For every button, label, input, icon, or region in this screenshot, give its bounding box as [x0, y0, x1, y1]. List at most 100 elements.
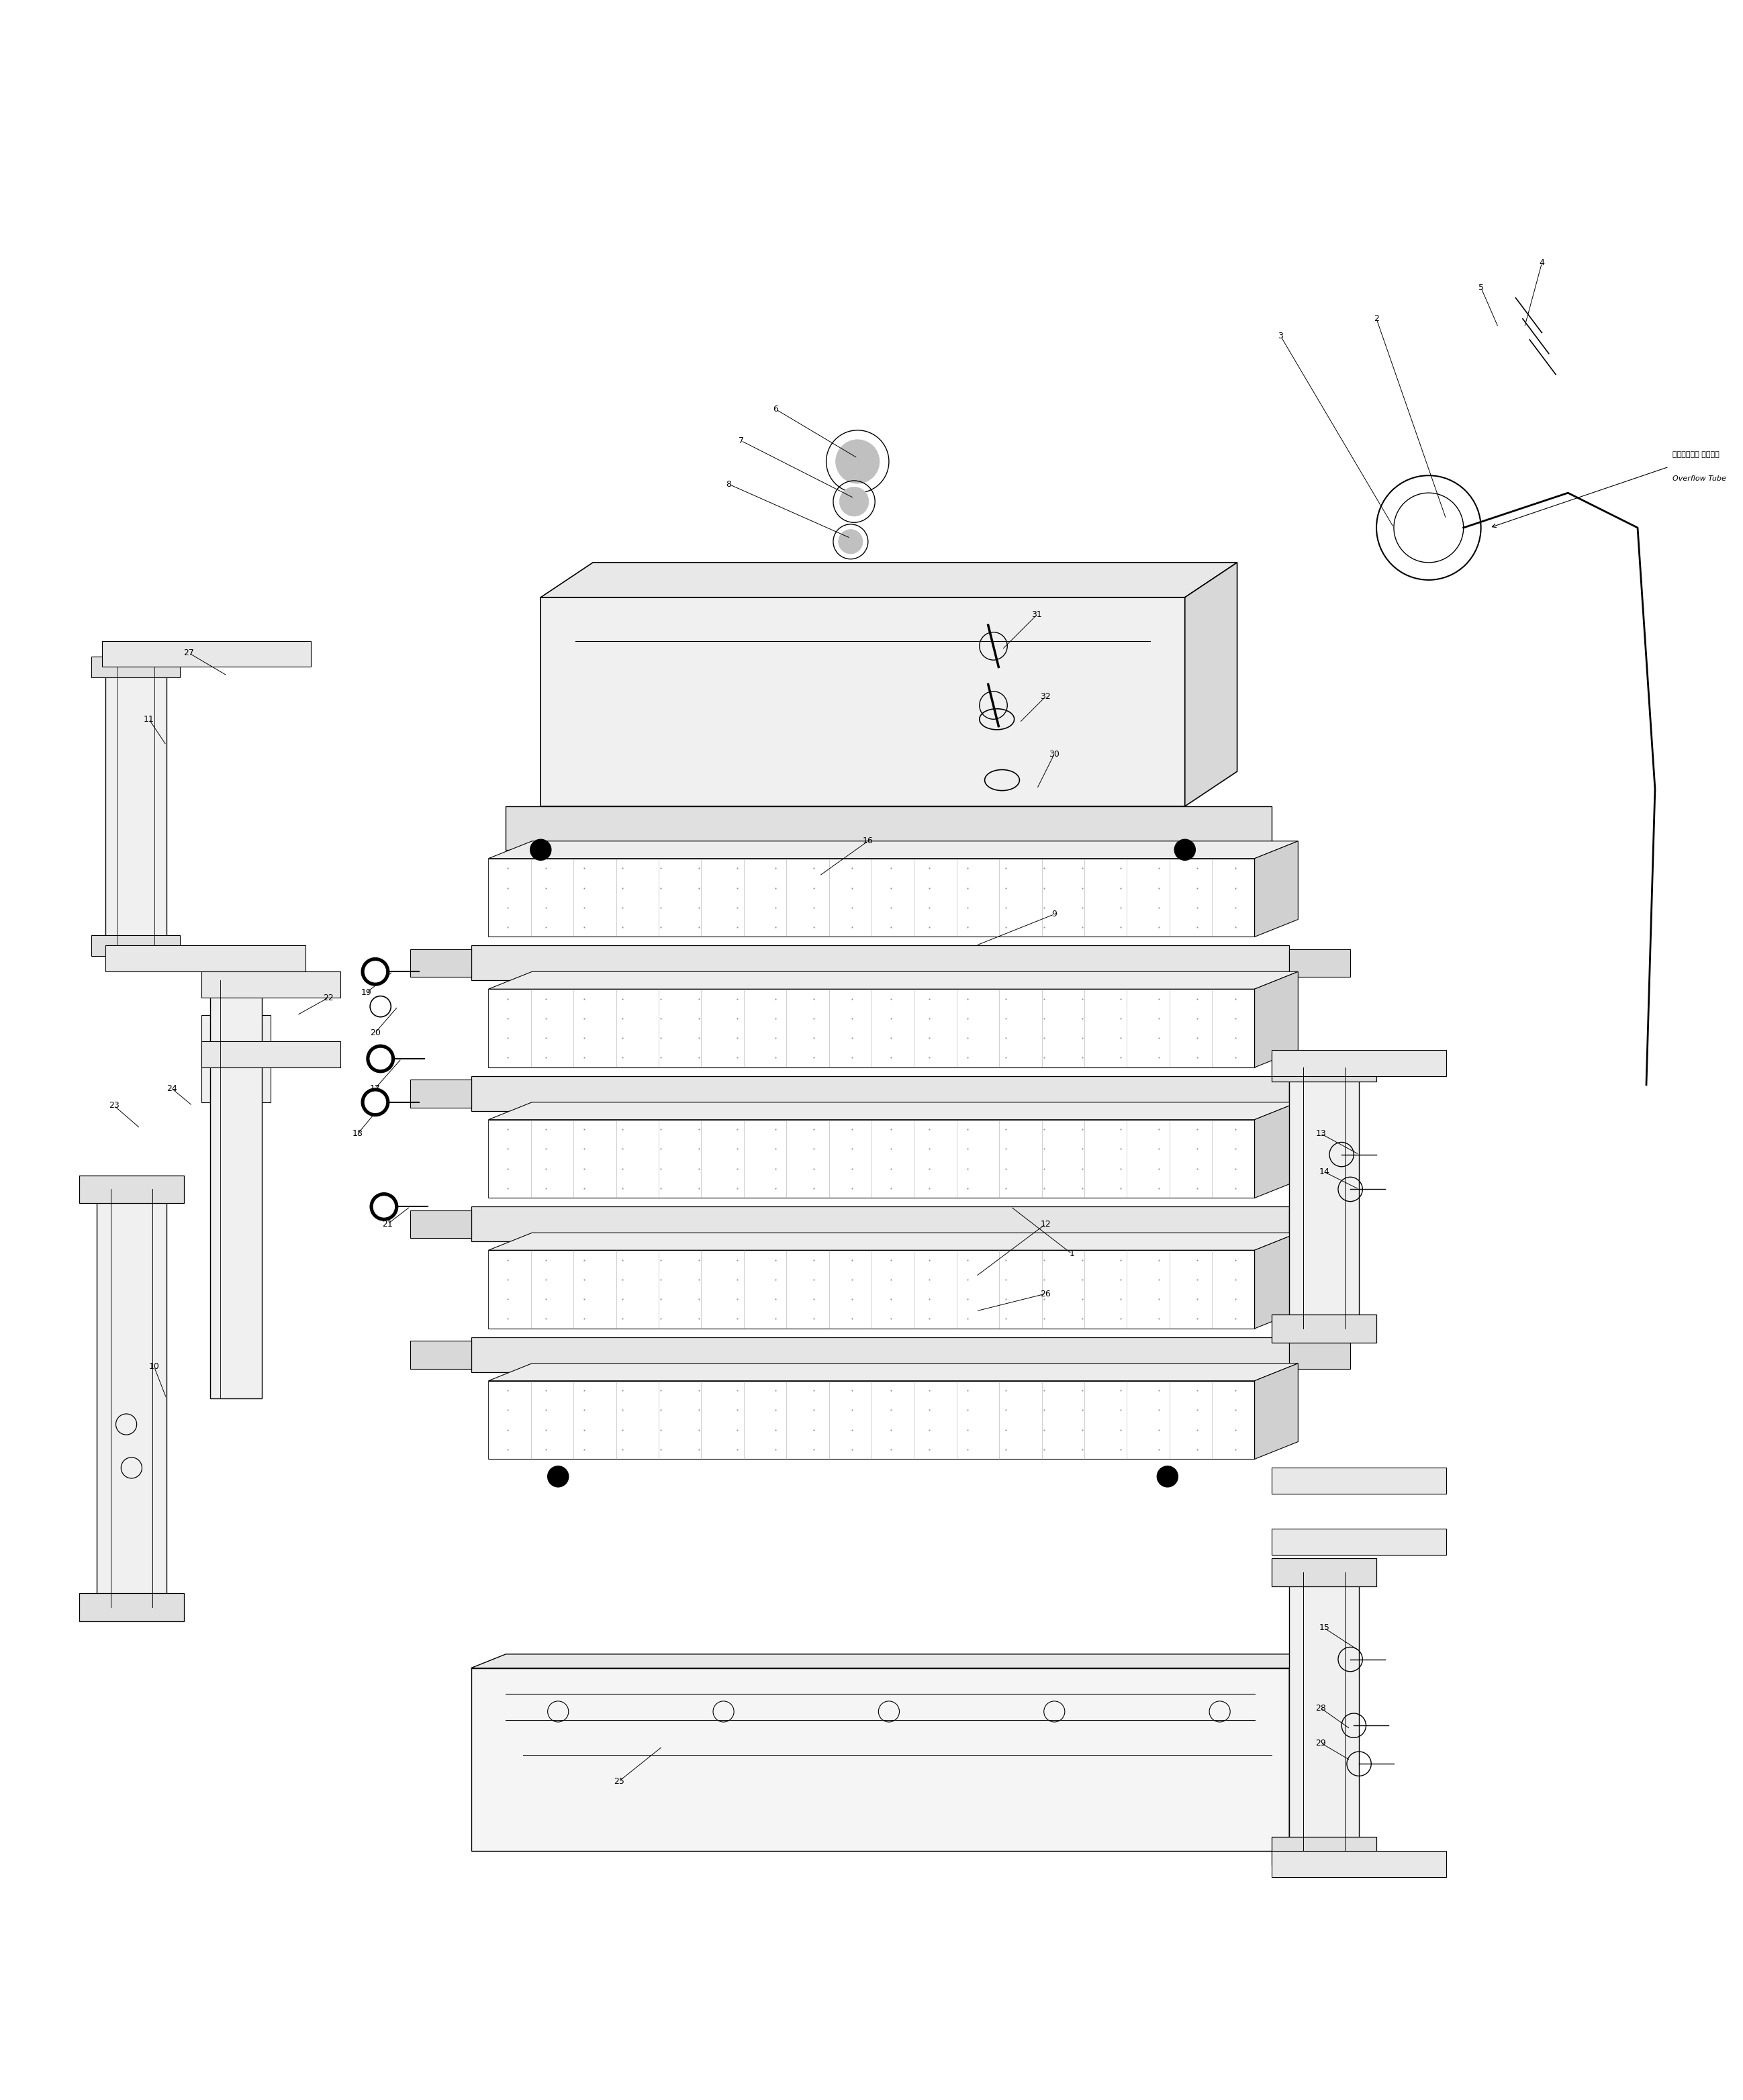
Polygon shape: [1290, 1210, 1351, 1239]
Text: 10: 10: [148, 1363, 159, 1371]
Polygon shape: [1255, 1233, 1299, 1329]
Polygon shape: [505, 806, 1272, 850]
Polygon shape: [471, 1207, 1290, 1241]
Polygon shape: [1272, 1315, 1377, 1342]
Polygon shape: [471, 1338, 1290, 1371]
Text: 6: 6: [774, 405, 779, 414]
Polygon shape: [488, 1233, 1299, 1250]
Text: 12: 12: [1041, 1220, 1051, 1228]
Polygon shape: [78, 1176, 183, 1203]
Text: 27: 27: [183, 649, 193, 657]
Polygon shape: [471, 1075, 1290, 1111]
Polygon shape: [488, 972, 1299, 989]
Circle shape: [366, 1046, 394, 1073]
Polygon shape: [105, 668, 166, 945]
Polygon shape: [488, 989, 1255, 1067]
Polygon shape: [1290, 1079, 1351, 1107]
Text: 5: 5: [1478, 284, 1483, 292]
Polygon shape: [78, 1594, 183, 1621]
Polygon shape: [200, 1014, 270, 1067]
Polygon shape: [96, 1189, 166, 1606]
Text: 1: 1: [1068, 1249, 1074, 1258]
Text: 18: 18: [352, 1130, 363, 1138]
Circle shape: [1175, 840, 1196, 861]
Text: 2: 2: [1373, 315, 1379, 323]
Text: 9: 9: [1051, 909, 1056, 918]
Polygon shape: [471, 1667, 1290, 1850]
Text: 22: 22: [322, 993, 333, 1002]
Text: 13: 13: [1316, 1130, 1326, 1138]
Circle shape: [530, 840, 551, 861]
Text: 29: 29: [1316, 1739, 1326, 1747]
Text: 17: 17: [370, 1084, 380, 1092]
Polygon shape: [471, 945, 1290, 981]
Text: 32: 32: [1041, 693, 1051, 701]
Polygon shape: [488, 859, 1255, 937]
Text: 30: 30: [1049, 750, 1060, 758]
Circle shape: [547, 1466, 568, 1487]
Text: 4: 4: [1539, 258, 1544, 267]
Polygon shape: [105, 945, 305, 972]
Circle shape: [1157, 1466, 1178, 1487]
Polygon shape: [1290, 1340, 1351, 1369]
Polygon shape: [540, 596, 1185, 806]
Text: 20: 20: [370, 1029, 380, 1037]
Circle shape: [373, 1197, 394, 1218]
Circle shape: [370, 1048, 390, 1069]
Circle shape: [840, 487, 868, 517]
Polygon shape: [471, 1655, 1325, 1667]
Polygon shape: [540, 563, 1238, 596]
Text: 21: 21: [382, 1220, 392, 1228]
Text: 8: 8: [727, 479, 732, 489]
Text: 31: 31: [1032, 611, 1042, 620]
Polygon shape: [1272, 1850, 1447, 1877]
Polygon shape: [488, 1382, 1255, 1460]
Polygon shape: [200, 1042, 340, 1067]
Polygon shape: [410, 949, 471, 976]
Text: 25: 25: [614, 1777, 624, 1785]
Polygon shape: [91, 934, 180, 955]
Text: 26: 26: [1041, 1289, 1051, 1298]
Polygon shape: [488, 842, 1299, 859]
Polygon shape: [1185, 563, 1238, 806]
Polygon shape: [200, 1050, 270, 1102]
Polygon shape: [1272, 1050, 1447, 1075]
Text: オーバフロー チェーブ: オーバフロー チェーブ: [1673, 451, 1719, 458]
Text: 11: 11: [143, 714, 153, 724]
Polygon shape: [1290, 949, 1351, 976]
Polygon shape: [1272, 1837, 1377, 1865]
Polygon shape: [1255, 842, 1299, 937]
Polygon shape: [1255, 1363, 1299, 1460]
Polygon shape: [1290, 1067, 1360, 1329]
Polygon shape: [1255, 1102, 1299, 1197]
Polygon shape: [1255, 972, 1299, 1067]
Polygon shape: [1290, 1655, 1325, 1850]
Circle shape: [361, 958, 389, 985]
Circle shape: [364, 962, 385, 983]
Text: 23: 23: [108, 1100, 119, 1111]
Polygon shape: [91, 657, 180, 678]
Text: 15: 15: [1319, 1623, 1330, 1632]
Polygon shape: [488, 1119, 1255, 1197]
Polygon shape: [200, 972, 340, 997]
Polygon shape: [1290, 1573, 1360, 1850]
Polygon shape: [1272, 1558, 1377, 1586]
Text: 14: 14: [1319, 1168, 1330, 1176]
Polygon shape: [410, 1079, 471, 1107]
Polygon shape: [209, 981, 261, 1399]
Circle shape: [838, 529, 863, 554]
Polygon shape: [410, 1210, 471, 1239]
Polygon shape: [488, 1363, 1299, 1382]
Text: 24: 24: [166, 1084, 176, 1092]
Polygon shape: [410, 1340, 471, 1369]
Text: 28: 28: [1316, 1703, 1326, 1711]
Polygon shape: [101, 640, 310, 668]
Polygon shape: [1272, 1054, 1377, 1082]
Polygon shape: [1272, 1529, 1447, 1554]
Polygon shape: [488, 1249, 1255, 1329]
Text: 7: 7: [739, 437, 744, 445]
Circle shape: [370, 1193, 397, 1220]
Circle shape: [364, 1092, 385, 1113]
Polygon shape: [488, 1102, 1299, 1119]
Polygon shape: [1272, 1468, 1447, 1493]
